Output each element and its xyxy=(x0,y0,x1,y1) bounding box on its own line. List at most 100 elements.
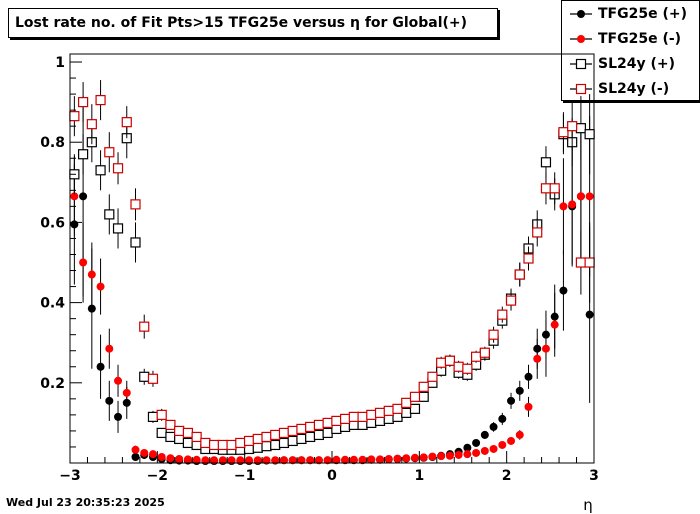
data-point xyxy=(243,435,255,447)
data-point xyxy=(505,295,517,306)
data-point xyxy=(122,388,131,397)
x-axis-label: η xyxy=(583,496,593,514)
data-point xyxy=(209,439,220,451)
data-point xyxy=(69,111,80,122)
data-point xyxy=(121,117,132,128)
data-point xyxy=(541,344,550,353)
data-point xyxy=(270,429,281,441)
data-point xyxy=(95,95,106,106)
data-point xyxy=(568,200,577,209)
data-point xyxy=(549,183,560,194)
data-point xyxy=(444,355,455,366)
data-point xyxy=(114,376,123,385)
data-point xyxy=(507,396,516,405)
data-point xyxy=(270,439,281,451)
data-point xyxy=(402,454,411,463)
data-point xyxy=(262,456,271,465)
data-point xyxy=(183,455,192,464)
data-point xyxy=(278,427,290,439)
data-point xyxy=(96,282,105,291)
data-point xyxy=(366,409,377,420)
data-point xyxy=(70,192,79,201)
data-point xyxy=(87,270,96,279)
data-point xyxy=(166,454,175,463)
data-point xyxy=(147,373,159,384)
series-3 xyxy=(69,80,595,451)
data-point xyxy=(418,391,429,402)
legend-label: SL24y (+) xyxy=(598,56,676,72)
data-point xyxy=(436,357,447,368)
data-point xyxy=(278,437,290,449)
data-point xyxy=(585,310,594,319)
data-point xyxy=(463,450,472,459)
legend-entry: TFG25e (+) xyxy=(562,3,699,25)
data-point xyxy=(104,209,115,220)
data-point xyxy=(252,433,263,445)
data-point xyxy=(296,433,307,445)
data-point xyxy=(462,363,473,374)
data-point xyxy=(374,407,386,418)
data-point xyxy=(306,456,315,465)
data-point xyxy=(532,227,543,238)
data-point xyxy=(191,431,202,443)
legend-label: SL24y (-) xyxy=(598,81,670,97)
data-point xyxy=(480,446,489,455)
data-point xyxy=(287,425,298,437)
data-point xyxy=(472,438,481,447)
data-point xyxy=(332,455,341,464)
data-point xyxy=(479,347,490,358)
y-tick-label: 0.6 xyxy=(40,215,65,231)
data-point xyxy=(314,456,323,465)
data-point xyxy=(497,309,508,320)
x-tick-label: −1 xyxy=(234,468,255,484)
series-0 xyxy=(70,96,594,465)
plot-frame xyxy=(69,53,595,464)
data-point xyxy=(77,149,89,160)
data-point xyxy=(392,403,403,414)
data-point xyxy=(245,456,254,465)
data-point xyxy=(384,454,393,463)
data-point xyxy=(454,450,463,459)
data-point xyxy=(585,192,594,201)
data-point xyxy=(409,403,421,414)
data-point xyxy=(114,412,123,421)
data-point xyxy=(331,415,342,426)
timestamp: Wed Jul 23 20:35:23 2025 xyxy=(6,496,165,509)
data-point xyxy=(287,435,298,447)
chart-title: Lost rate no. of Fit Pts>15 TFG25e versu… xyxy=(15,15,468,31)
data-point xyxy=(409,391,421,402)
data-point xyxy=(226,439,237,451)
data-point xyxy=(131,445,140,454)
data-point xyxy=(148,450,157,459)
data-point xyxy=(559,286,568,295)
data-point xyxy=(313,429,324,441)
chart-title-box: Lost rate no. of Fit Pts>15 TFG25e versu… xyxy=(8,8,498,38)
data-point xyxy=(130,237,141,248)
data-point xyxy=(217,439,228,451)
data-point xyxy=(540,183,552,194)
data-point xyxy=(472,448,481,457)
data-point xyxy=(524,372,533,381)
data-point xyxy=(322,427,333,439)
data-point xyxy=(112,223,124,234)
data-point xyxy=(174,425,185,437)
data-point xyxy=(218,456,227,465)
data-point xyxy=(489,422,498,431)
data-point xyxy=(533,354,542,363)
x-tick-label: 3 xyxy=(589,468,599,484)
data-point xyxy=(131,452,140,461)
data-point xyxy=(523,253,534,264)
data-point xyxy=(453,361,464,372)
data-point xyxy=(271,456,280,465)
data-point xyxy=(584,257,595,268)
legend-marker-open-square-red xyxy=(570,83,592,95)
y-tick-label: 1 xyxy=(55,55,65,71)
data-point xyxy=(261,431,272,443)
data-point xyxy=(376,455,385,464)
data-point xyxy=(105,344,114,353)
data-point xyxy=(139,321,150,332)
data-point xyxy=(349,455,358,464)
y-tick-label: 0.2 xyxy=(40,376,65,392)
data-point xyxy=(279,456,288,465)
